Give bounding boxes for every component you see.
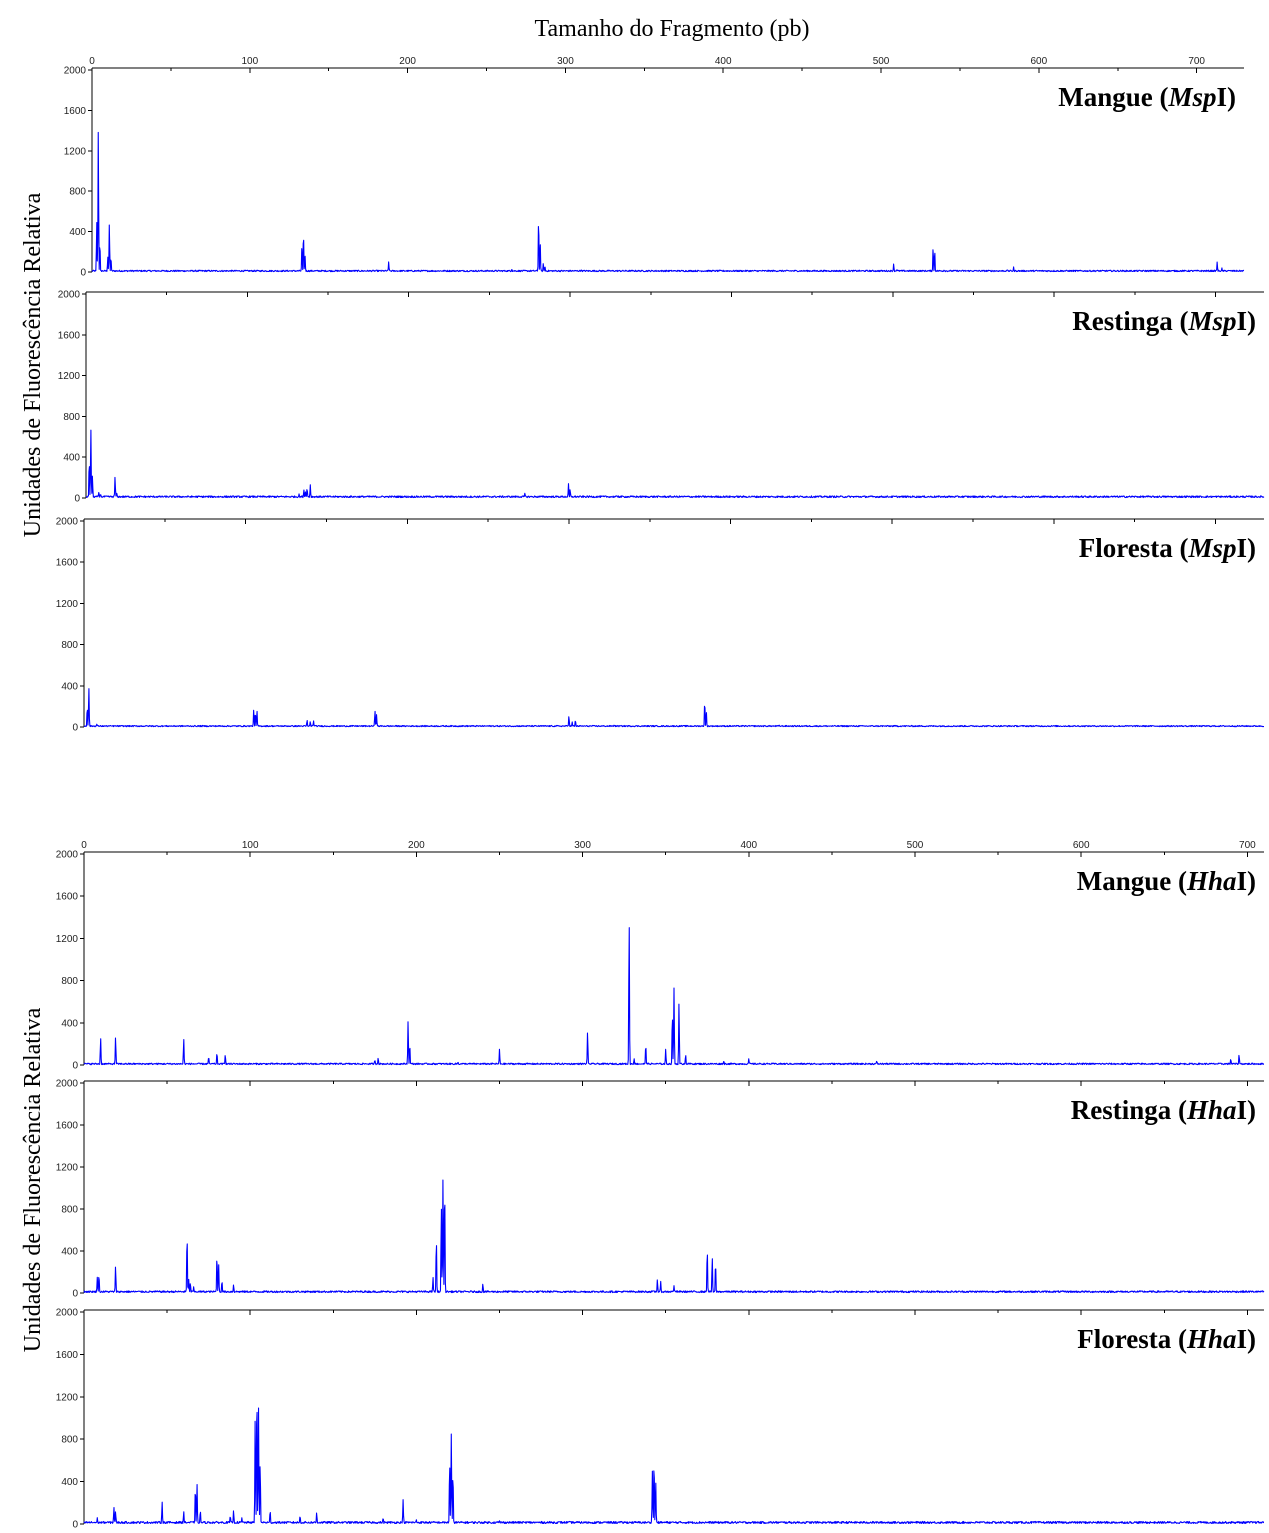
panel-title: Mangue (HhaI) (1077, 866, 1256, 896)
y-tick-label: 1600 (58, 330, 81, 341)
x-tick-label: 700 (1188, 56, 1205, 67)
y-tick-label: 400 (69, 227, 86, 238)
x-tick-label: 200 (408, 840, 425, 851)
y-tick-label: 0 (80, 268, 86, 279)
panel-floresta-mspi: 0 400 800 1200 1600 2000 Floresta (MspI) (56, 517, 1265, 734)
x-tick-label: 500 (873, 56, 890, 67)
y-tick-label: 1200 (56, 934, 79, 945)
y-tick-label: 2000 (56, 1079, 79, 1090)
panel-title: Floresta (HhaI) (1077, 1324, 1256, 1354)
panel-restinga-mspi: 0 400 800 1200 1600 2000 Restinga (MspI) (58, 290, 1265, 505)
series-trace (91, 131, 1245, 273)
y-tick-label: 2000 (56, 1308, 79, 1319)
panel-title: Restinga (MspI) (1072, 306, 1256, 336)
top-axis-title: Tamanho do Fragmento (pb) (535, 16, 810, 42)
panel-title: Floresta (MspI) (1079, 533, 1256, 563)
y-tick-label: 400 (61, 681, 78, 692)
series-trace (83, 688, 1265, 728)
y-tick-label: 800 (61, 976, 78, 987)
y-tick-label: 2000 (56, 517, 79, 528)
y-tick-label: 0 (74, 494, 80, 505)
x-tick-label: 600 (1073, 840, 1090, 851)
y-tick-label: 400 (61, 1247, 78, 1258)
y-tick-label: 1600 (64, 106, 87, 117)
x-tick-label: 700 (1239, 840, 1256, 851)
panel-floresta-hhai: 0 400 800 1200 1600 2000 Floresta (HhaI) (56, 1308, 1265, 1531)
y-tick-label: 2000 (64, 66, 87, 77)
y-tick-label: 1200 (64, 146, 87, 157)
series-trace (83, 1179, 1265, 1294)
series-trace (83, 1407, 1265, 1525)
y-tick-label: 1600 (56, 558, 79, 569)
y-tick-label: 1200 (56, 1392, 79, 1403)
y-tick-label: 800 (69, 187, 86, 198)
x-tick-label: 300 (557, 56, 574, 67)
panel-title: Restinga (HhaI) (1071, 1095, 1256, 1125)
y-tick-label: 1600 (56, 1350, 79, 1361)
y-tick-label: 800 (63, 412, 80, 423)
y-tick-label: 1600 (56, 892, 79, 903)
y-tick-label: 0 (72, 1061, 78, 1072)
x-tick-label: 0 (81, 840, 87, 851)
y-tick-label: 0 (72, 723, 78, 734)
y-tick-label: 1200 (56, 599, 79, 610)
y-tick-label: 400 (61, 1018, 78, 1029)
x-tick-label: 400 (715, 56, 732, 67)
y-tick-label: 0 (72, 1520, 78, 1531)
panel-restinga-hhai: 0 400 800 1200 1600 2000 Restinga (HhaI) (56, 1079, 1265, 1300)
panel-title: Mangue (MspI) (1058, 82, 1236, 112)
series-trace (85, 429, 1265, 499)
x-tick-label: 600 (1031, 56, 1048, 67)
y-tick-label: 1200 (58, 371, 81, 382)
y-tick-label: 800 (61, 1205, 78, 1216)
x-tick-label: 400 (740, 840, 757, 851)
series-trace (83, 927, 1265, 1066)
y-axis-title-msp: Unidades de Fluorescência Relativa (20, 192, 46, 537)
y-tick-label: 800 (61, 640, 78, 651)
y-tick-label: 2000 (58, 290, 81, 301)
x-tick-label: 300 (574, 840, 591, 851)
y-tick-label: 2000 (56, 850, 79, 861)
x-tick-label: 100 (241, 56, 258, 67)
y-tick-label: 1200 (56, 1163, 79, 1174)
y-tick-label: 0 (72, 1289, 78, 1300)
x-tick-label: 500 (907, 840, 924, 851)
y-tick-label: 1600 (56, 1121, 79, 1132)
x-tick-label: 0 (89, 56, 95, 67)
x-tick-label: 100 (242, 840, 259, 851)
y-tick-label: 800 (61, 1435, 78, 1446)
y-tick-label: 400 (61, 1477, 78, 1488)
y-axis-title-hha: Unidades de Fluorescência Relativa (20, 1007, 46, 1352)
x-tick-label: 200 (399, 56, 416, 67)
y-tick-label: 400 (63, 453, 80, 464)
